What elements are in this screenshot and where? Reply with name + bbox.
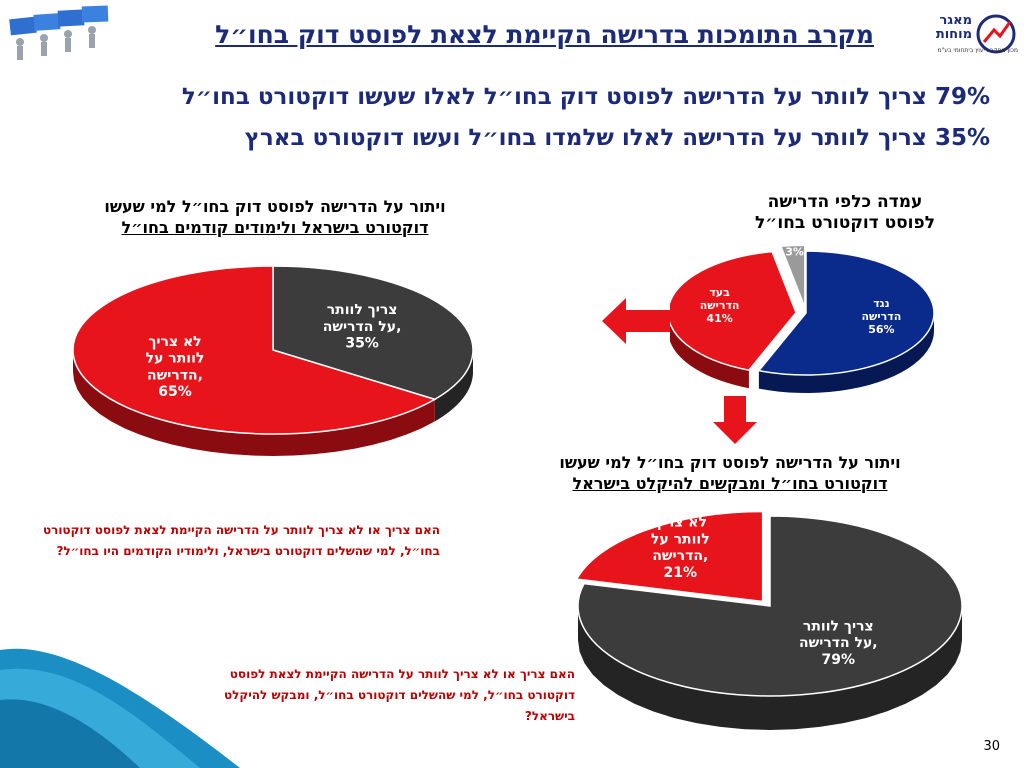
israel-doctorate-slice-2 — [72, 265, 437, 435]
abroad-doctorate-slice-2 — [575, 510, 764, 603]
abroad-doctorate-slice-1-label-line-3: 79% — [822, 652, 856, 668]
israel-doctorate-slice-1-label-line-1: צריך לוותר — [327, 302, 398, 318]
israel-doctorate-slice-1-label-line-2: על הדרישה, — [323, 319, 402, 335]
israel-doctorate-question-note: האם צריך או לא צריך לוותר על הדרישה הקיי… — [42, 523, 440, 558]
israel-doctorate-slice-1-label: צריך לוותר על הדרישה, 35% — [323, 302, 402, 352]
abroad-doctorate-slice-1-side — [578, 606, 962, 730]
abroad-doctorate-slice-1-label-line-1: צריך לוותר — [803, 618, 874, 634]
stance-slice-1-label-line-2: הדרישה — [862, 310, 902, 323]
abroad-doctorate-slice-2-label: לא צריך לוותר על הדרישה, 21% — [651, 515, 710, 581]
stance-chart-title: עמדה כלפי הדרישה לפוסט דוקטורט בחו״ל — [690, 192, 1000, 234]
israel-doctorate-chart-title: ויתור על הדרישה לפוסט דוק בחו״ל למי שעשו… — [40, 196, 510, 238]
logo-tagline: מכון מחקר וייעוץ ביתחומי בע"מ — [937, 47, 1018, 54]
israel-doctorate-slice-2-label-line-3: הדרישה, — [147, 367, 203, 383]
israel-doctorate-slice-1-label-line-3: 35% — [345, 336, 379, 352]
abroad-doctorate-slice-1 — [577, 515, 963, 697]
abroad-doctorate-pie-chart: צריך לוותר על הדרישה, 79% לא צריך לוותר על הד… — [575, 510, 963, 730]
stance-slice-3 — [779, 245, 806, 308]
abroad-doctorate-slice-2-label-line-1: לא צריך — [654, 515, 707, 531]
stance-slice-3-label: לא יודע/ת3% — [769, 245, 820, 258]
abroad-doctorate-title-line-2: דוקטורט בחו״ל ומבקשים להיקלט בישראל — [572, 474, 888, 493]
israel-doctorate-pie-chart: צריך לוותר על הדרישה, 35% לא צריך לוותר על הד… — [72, 265, 474, 456]
stance-slice-1 — [757, 250, 935, 376]
stance-slice-1-label-line-1: נגד — [873, 297, 889, 310]
team-puzzle-image — [9, 5, 109, 60]
abroad-doctorate-slice-2-label-line-2: לוותר על — [651, 531, 710, 547]
stance-title-line-1: עמדה כלפי הדרישה — [767, 192, 923, 212]
stance-slice-1-label: נגד הדרישה 56% — [862, 297, 902, 336]
abroad-doctorate-slice-1-label: צריך לוותר על הדרישה, 79% — [799, 618, 878, 668]
stance-slice-2-label-line-3: 41% — [706, 312, 732, 325]
abroad-doctorate-chart-title: ויתור על הדרישה לפוסט דוק בחו״ל למי שעשו… — [520, 452, 940, 494]
israel-doctorate-slice-2-side — [73, 350, 435, 456]
headline-1: 79% צריך לוותר על הדרישה לפוסט דוק בחו״ל… — [181, 84, 990, 110]
israel-doctorate-slice-2-label-line-1: לא צריך — [148, 334, 201, 350]
stance-slice-2 — [670, 250, 797, 372]
israel-doctorate-slice-1-side — [434, 350, 473, 422]
logo: מאגר מוחות מכון מחקר וייעוץ ביתחומי בע"מ — [888, 12, 1018, 58]
logo-line-2: מוחות — [935, 27, 972, 42]
left-arrow-icon — [602, 298, 670, 344]
israel-doctorate-slice-2-label-line-4: 65% — [158, 384, 192, 400]
israel-doctorate-slice-1 — [272, 265, 474, 401]
slide-title: מקרב התומכות בדרישה הקיימת לצאת לפוסט דו… — [215, 20, 874, 49]
bottom-left-wave-decoration — [0, 648, 240, 768]
stance-slice-2-label-line-1: בעד — [709, 286, 730, 299]
stance-slice-2-label: בעד הדרישה 41% — [700, 286, 740, 325]
israel-doctorate-slice-2-label: לא צריך לוותר על הדרישה, 65% — [146, 334, 205, 400]
israel-doctorate-slice-2-label-line-2: לוותר על — [146, 351, 205, 367]
abroad-doctorate-title-line-1: ויתור על הדרישה לפוסט דוק בחו״ל למי שעשו — [559, 453, 901, 472]
headline-2: 35% צריך לוותר על הדרישה לאלו שלמדו בחו״… — [244, 125, 990, 151]
israel-doctorate-title-line-1: ויתור על הדרישה לפוסט דוק בחו״ל למי שעשו — [104, 197, 446, 216]
stance-slice-2-label-line-2: הדרישה — [700, 299, 740, 312]
stance-slice-2-side — [670, 323, 749, 389]
page-number: 30 — [983, 739, 1000, 754]
abroad-doctorate-slice-2-label-line-3: הדרישה, — [652, 548, 708, 564]
logo-line-1: מאגר — [939, 13, 972, 28]
stance-slice-1-label-line-3: 56% — [868, 323, 894, 336]
brain-logo-icon — [976, 14, 1016, 54]
abroad-doctorate-slice-2-label-line-4: 21% — [664, 565, 698, 581]
abroad-doctorate-slice-1-label-line-2: על הדרישה, — [799, 635, 878, 651]
abroad-doctorate-question-note: האם צריך או לא צריך לוותר על הדרישה הקיי… — [224, 667, 575, 723]
down-arrow-icon — [713, 396, 757, 444]
israel-doctorate-title-line-2: דוקטורט בישראל ולימודים קודמים בחו״ל — [121, 218, 429, 237]
stance-slice-1-side — [758, 313, 934, 393]
stance-slice-3-label-line-2: 3% — [785, 245, 804, 258]
stance-title-line-2: לפוסט דוקטורט בחו״ל — [755, 213, 935, 233]
